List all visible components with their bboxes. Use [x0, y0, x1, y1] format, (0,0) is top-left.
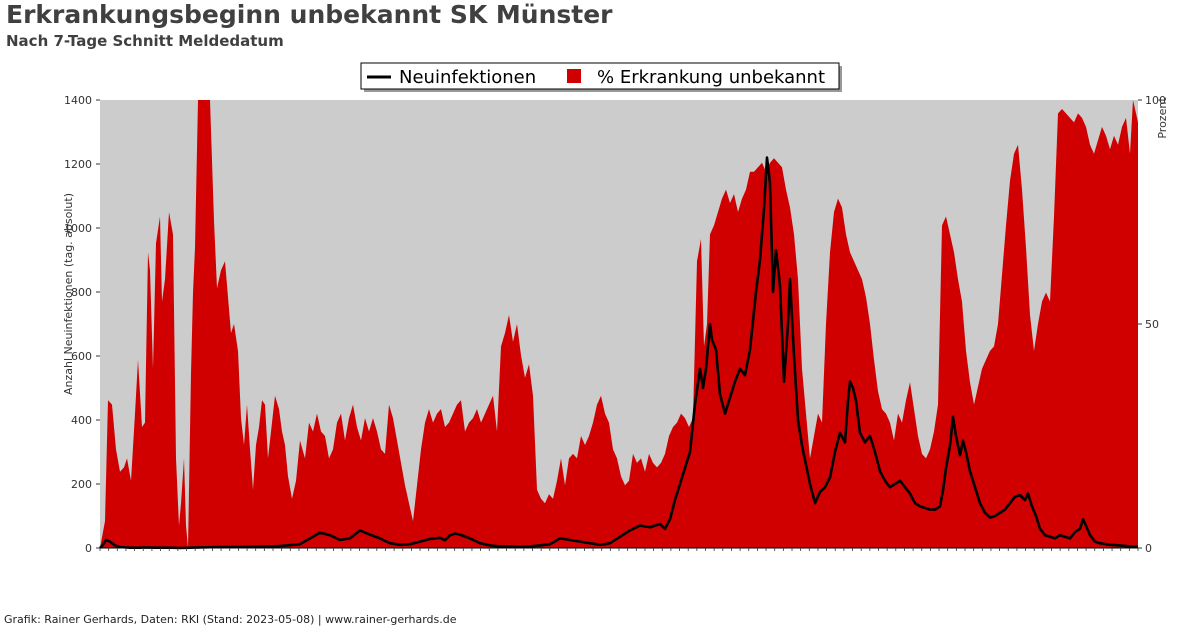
legend-box — [360, 62, 840, 90]
line-series — [99, 156, 1139, 550]
axes: 0 200 400 600 800 1000 1200 1400 0 50 100 — [64, 94, 1166, 555]
legend-area-label: % Erkrankung unbekannt — [597, 67, 825, 88]
y-tick-right-label: 0 — [1145, 542, 1152, 555]
y-axis-label-left: Anzahl Neuinfektionen (tag. absolut) — [62, 193, 75, 395]
legend: Neuinfektionen % Erkrankung unbekannt — [360, 62, 842, 92]
line-series-path — [99, 156, 1139, 550]
legend-line-label: Neuinfektionen — [399, 67, 536, 88]
y-tick-left-label: 1000 — [64, 222, 92, 235]
y-tick-right-label: 100 — [1145, 94, 1166, 107]
footer-credit: Grafik: Rainer Gerhards, Daten: RKI (Sta… — [4, 613, 457, 626]
y-tick-left-label: 200 — [71, 478, 92, 491]
chart-title: Erkrankungsbeginn unbekannt SK Münster — [6, 0, 613, 29]
y-tick-left-label: 1200 — [64, 158, 92, 171]
y-tick-left-label: 1400 — [64, 94, 92, 107]
y-tick-right-label: 50 — [1145, 318, 1159, 331]
area-series — [100, 100, 1138, 548]
y-tick-left-label: 0 — [85, 542, 92, 555]
legend-area-swatch — [567, 69, 581, 83]
area-series-fill — [100, 100, 1138, 548]
y-tick-left-label: 600 — [71, 350, 92, 363]
y-tick-left-label: 400 — [71, 414, 92, 427]
chart-subtitle: Nach 7-Tage Schnitt Meldedatum — [6, 32, 284, 50]
y-axis-label-right: Prozent — [1156, 97, 1169, 139]
y-tick-left-label: 800 — [71, 286, 92, 299]
